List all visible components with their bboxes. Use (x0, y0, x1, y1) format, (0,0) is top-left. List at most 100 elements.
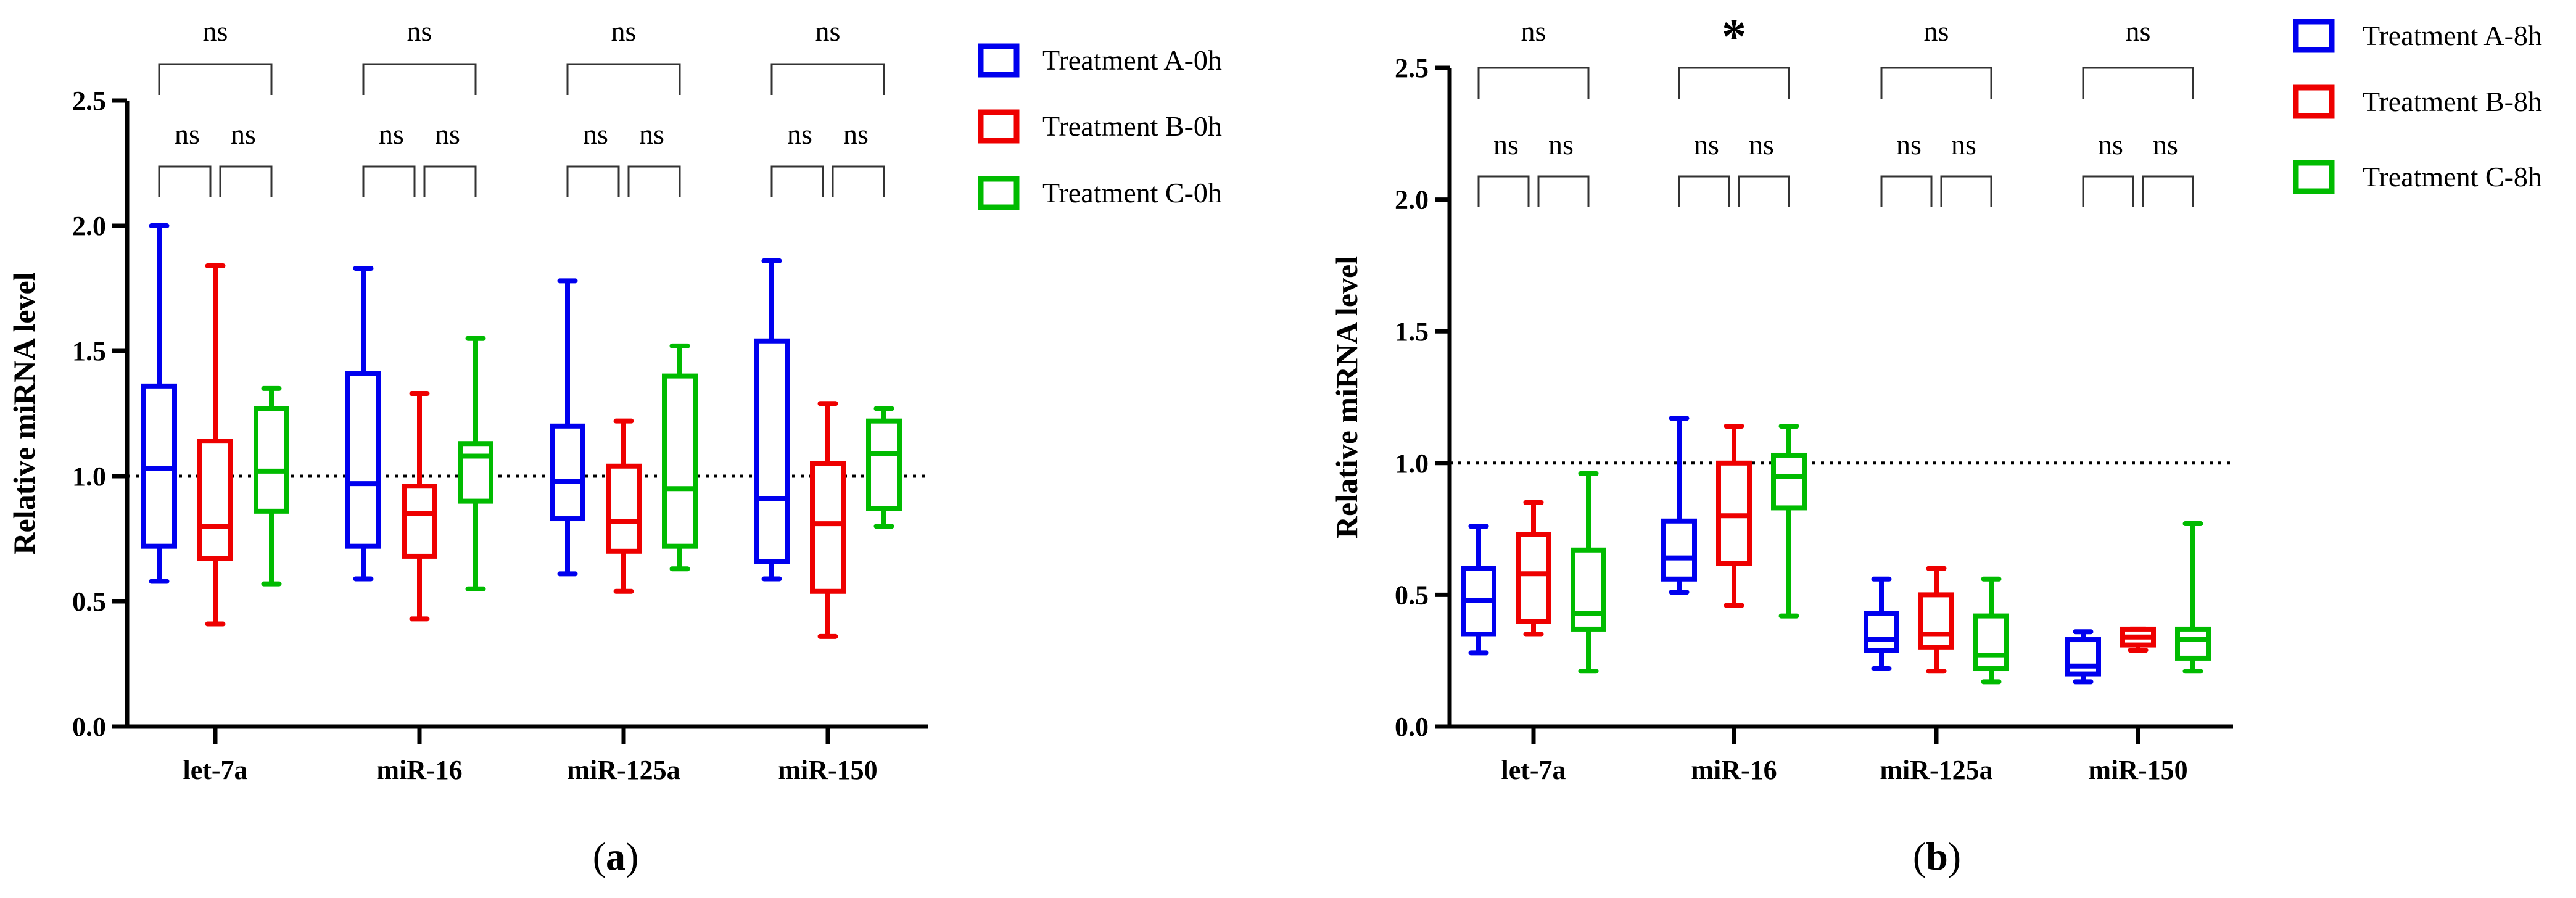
legend-label: Treatment B-8h (2363, 86, 2542, 117)
significance-label: ns (583, 118, 608, 150)
panel-label-open: ( (593, 834, 606, 878)
bracket-left (158, 165, 212, 197)
box (550, 423, 585, 522)
y-tick-label: 0.0 (1395, 712, 1429, 742)
bracket-left (1477, 175, 1530, 207)
box (141, 383, 177, 549)
bracket-right (1940, 175, 1992, 207)
bracket-overall (2082, 67, 2194, 99)
significance-label: ns (203, 15, 228, 47)
box (2065, 637, 2101, 677)
y-tick-label: 2.0 (72, 211, 106, 241)
box (1661, 518, 1697, 582)
panel-label-letter: a (606, 834, 625, 878)
box (866, 418, 902, 511)
box (754, 338, 790, 564)
legend-swatch (978, 176, 1020, 210)
y-axis-title: Relative miRNA level (1329, 256, 1364, 538)
panel-label-letter: b (1926, 834, 1948, 878)
box (1516, 532, 1551, 624)
x-tick-label: let-7a (183, 755, 247, 785)
panel-label-close: ) (625, 834, 638, 878)
box (1716, 460, 1752, 566)
bracket-overall (770, 63, 885, 95)
x-tick-label: miR-150 (778, 755, 877, 785)
x-tick-label: miR-16 (1691, 755, 1777, 785)
bracket-right (423, 165, 477, 197)
bracket-right (627, 165, 681, 197)
box (606, 463, 642, 554)
significance-label: ns (379, 118, 404, 150)
box (2175, 626, 2211, 661)
legend-swatch (2293, 160, 2335, 194)
bracket-left (1678, 175, 1730, 207)
y-tick-label: 2.5 (1395, 53, 1429, 83)
box (1918, 592, 1954, 650)
legend-label: Treatment A-0h (1042, 44, 1222, 76)
significance-label: ns (1493, 129, 1519, 160)
bracket-overall (1477, 67, 1590, 99)
box (1864, 611, 1899, 653)
y-tick-label: 1.5 (72, 336, 106, 366)
significance-label: ns (1749, 129, 1774, 160)
box (402, 484, 437, 559)
significance-label: ns (231, 118, 256, 150)
significance-label: ns (1521, 15, 1546, 47)
legend-label: Treatment C-0h (1042, 177, 1222, 208)
box (197, 439, 233, 561)
box (458, 441, 493, 504)
significance-label: ns (2153, 129, 2178, 160)
box (1973, 613, 2009, 672)
significance-label: ns (2098, 129, 2123, 160)
box (810, 461, 846, 594)
bracket-overall (362, 63, 477, 95)
significance-label: ns (175, 118, 200, 150)
panel-label: (a) (593, 834, 639, 878)
significance-label: ns (1694, 129, 1719, 160)
significance-label: ns (1548, 129, 1574, 160)
bracket-right (832, 165, 885, 197)
box (1571, 547, 1606, 632)
x-tick-label: miR-125a (1880, 755, 1992, 785)
y-tick-label: 0.0 (72, 712, 106, 742)
y-tick-label: 0.5 (1395, 580, 1429, 610)
x-tick-label: miR-16 (376, 755, 462, 785)
legend-swatch (2293, 19, 2335, 53)
chart-panel-b: 0.0 0.5 1.0 1.5 2.0 2.5 Relative miRNA level le… (1329, 10, 2542, 878)
significance-label: ns (815, 15, 841, 47)
significance-label: ns (1924, 15, 1949, 47)
significance-label: ns (1896, 129, 1922, 160)
bracket-overall (158, 63, 273, 95)
legend-label: Treatment A-8h (2363, 20, 2542, 51)
significance-label: ns (843, 118, 869, 150)
box (345, 371, 381, 549)
significance-label: ns (407, 15, 432, 47)
y-tick-label: 1.0 (1395, 448, 1429, 479)
bracket-overall (566, 63, 681, 95)
chart-panel-a: 0.0 0.5 1.0 1.5 2.0 2.5 Relative miRNA level le… (7, 15, 1222, 878)
y-tick-label: 1.5 (1395, 316, 1429, 347)
significance-label: ns (639, 118, 664, 150)
bracket-left (2082, 175, 2134, 207)
significance-label: ns (1951, 129, 1976, 160)
legend-label: Treatment B-0h (1042, 110, 1222, 142)
significance-label: ns (2126, 15, 2151, 47)
bracket-right (2142, 175, 2194, 207)
bracket-left (1880, 175, 1933, 207)
y-tick-label: 2.5 (72, 86, 106, 116)
bracket-overall (1678, 67, 1790, 99)
x-tick-label: miR-150 (2088, 755, 2187, 785)
bracket-left (566, 165, 620, 197)
y-tick-label: 1.0 (72, 461, 106, 492)
box (662, 373, 698, 549)
y-tick-label: 2.0 (1395, 185, 1429, 215)
bracket-left (362, 165, 416, 197)
box (1771, 452, 1807, 511)
panel-label-open: ( (1913, 834, 1926, 878)
legend-swatch (2293, 84, 2335, 119)
y-tick-label: 0.5 (72, 587, 106, 617)
box (254, 406, 289, 514)
bracket-right (1537, 175, 1590, 207)
significance-label: ns (611, 15, 637, 47)
